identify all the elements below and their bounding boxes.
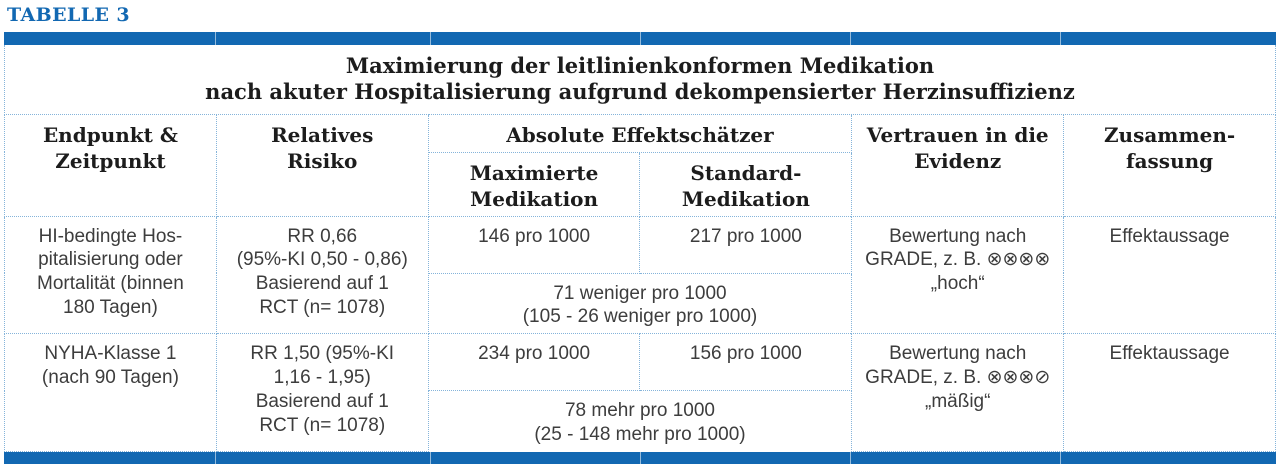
column-header-absolute-effects: Absolute Effektschätzer: [427, 113, 853, 153]
bar-divider: [215, 452, 217, 464]
bottom-bar: [4, 452, 1276, 464]
bar-divider: [429, 452, 431, 464]
bar-divider: [640, 32, 641, 45]
column-header-confidence: Vertrauen in die Evidenz: [851, 113, 1065, 217]
cell-row2-summary: Effektaussage: [1063, 333, 1276, 453]
cell-row1-difference: 71 weniger pro 1000 (105 - 26 weniger pr…: [427, 272, 853, 335]
cell-row2-relative-risk: RR 1,50 (95%-KI 1,16 - 1,95) Basierend a…: [215, 333, 429, 453]
bar-divider: [429, 32, 431, 45]
bar-divider: [215, 32, 217, 45]
column-header-endpoint: Endpunkt & Zeitpunkt: [4, 113, 217, 217]
cell-row2-endpoint: NYHA-Klasse 1 (nach 90 Tagen): [4, 333, 217, 453]
bar-divider: [1060, 452, 1061, 464]
table-label: TABELLE 3: [7, 4, 131, 26]
bar-divider: [1060, 32, 1061, 45]
cell-row2-standard: 156 pro 1000: [639, 333, 853, 392]
column-header-maximized-medication: Maximierte Medikation: [427, 151, 641, 217]
cell-row2-difference: 78 mehr pro 1000 (25 - 148 mehr pro 1000…: [427, 390, 853, 452]
table-title: Maximierung der leitlinienkonformen Medi…: [4, 45, 1276, 115]
bar-divider: [850, 32, 851, 45]
top-bar: [4, 32, 1276, 45]
cell-row2-confidence: Bewertung nach GRADE, z. B. ⊗⊗⊗⊘ „mäßig“: [851, 333, 1065, 453]
column-header-summary: Zusammen- fassung: [1063, 113, 1276, 217]
cell-row1-relative-risk: RR 0,66 (95%-KI 0,50 - 0,86) Basierend a…: [215, 215, 429, 335]
column-header-relative-risk: Relatives Risiko: [215, 113, 429, 217]
bar-divider: [850, 452, 851, 464]
cell-row2-maximized: 234 pro 1000: [427, 333, 641, 392]
grade-evidence-table: Maximierung der leitlinienkonformen Medi…: [4, 45, 1276, 453]
bar-divider: [640, 452, 641, 464]
cell-row1-confidence: Bewertung nach GRADE, z. B. ⊗⊗⊗⊗ „hoch“: [851, 215, 1065, 335]
cell-row1-maximized: 146 pro 1000: [427, 215, 641, 274]
cell-row1-summary: Effektaussage: [1063, 215, 1276, 335]
column-header-standard-medication: Standard- Medikation: [639, 151, 853, 217]
cell-row1-endpoint: HI-bedingte Hos- pitalisierung oder Mort…: [4, 215, 217, 335]
cell-row1-standard: 217 pro 1000: [639, 215, 853, 274]
